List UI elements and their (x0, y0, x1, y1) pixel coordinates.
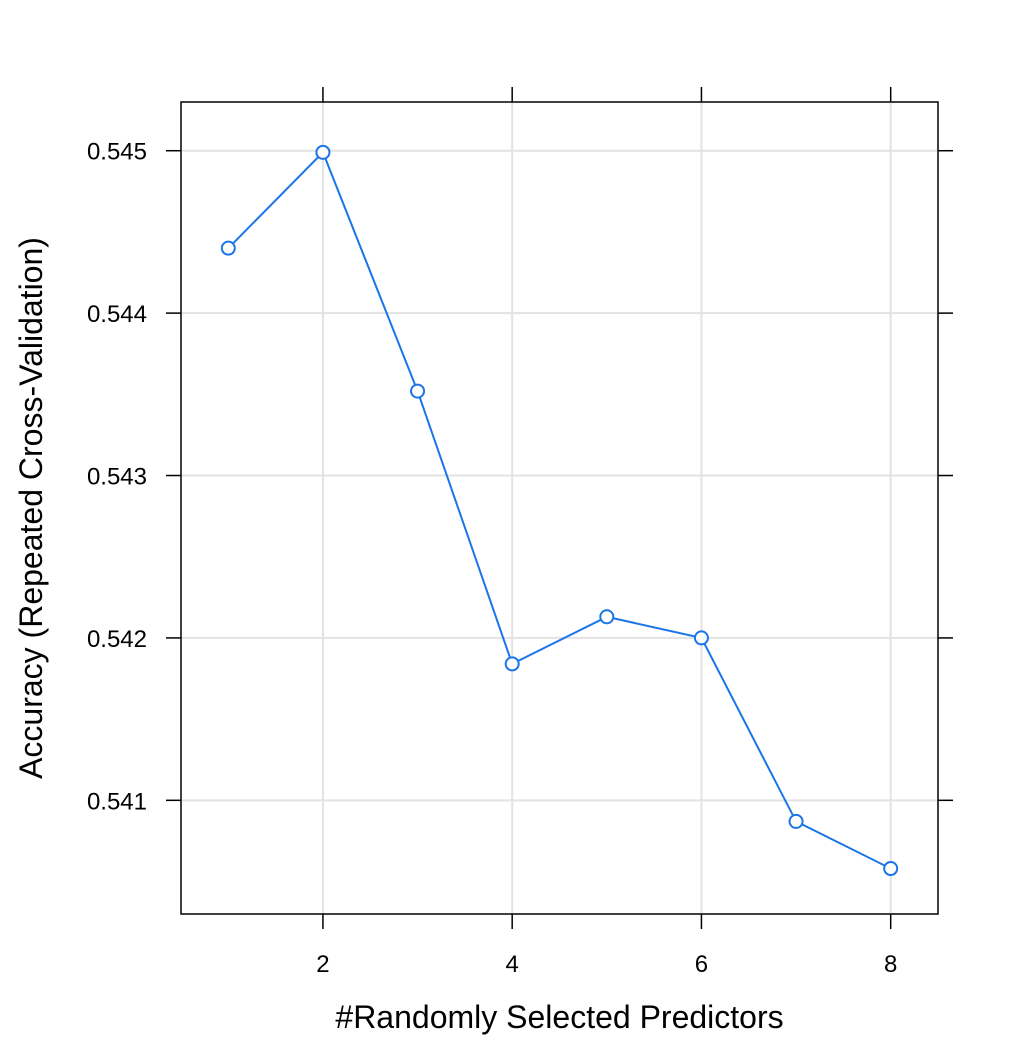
series-layer (220, 144, 899, 877)
x-tick-label: 2 (316, 951, 329, 978)
y-axis-tick-labels: 0.541 0.542 0.543 0.544 0.545 (87, 139, 147, 816)
y-tick-label: 0.543 (87, 464, 147, 491)
data-point (315, 144, 331, 160)
axis-ticks (166, 87, 953, 929)
series-line (227, 150, 892, 870)
data-point (693, 630, 709, 646)
data-point (883, 861, 899, 877)
data-point (410, 383, 426, 399)
data-point (599, 609, 615, 625)
y-tick-label: 0.544 (87, 301, 147, 328)
x-axis-tick-labels: 2 4 6 8 (316, 951, 897, 978)
data-point (788, 813, 804, 829)
x-tick-label: 8 (884, 951, 897, 978)
plot-frame (180, 101, 939, 915)
y-tick-label: 0.545 (87, 139, 147, 166)
data-point (504, 656, 520, 672)
x-tick-label: 6 (695, 951, 708, 978)
x-axis-title: #Randomly Selected Predictors (335, 999, 783, 1035)
data-point (220, 240, 236, 256)
y-axis-title: Accuracy (Repeated Cross-Validation) (13, 237, 49, 779)
x-tick-label: 4 (506, 951, 519, 978)
grid (181, 102, 938, 914)
y-tick-label: 0.542 (87, 626, 147, 653)
y-tick-label: 0.541 (87, 788, 147, 815)
